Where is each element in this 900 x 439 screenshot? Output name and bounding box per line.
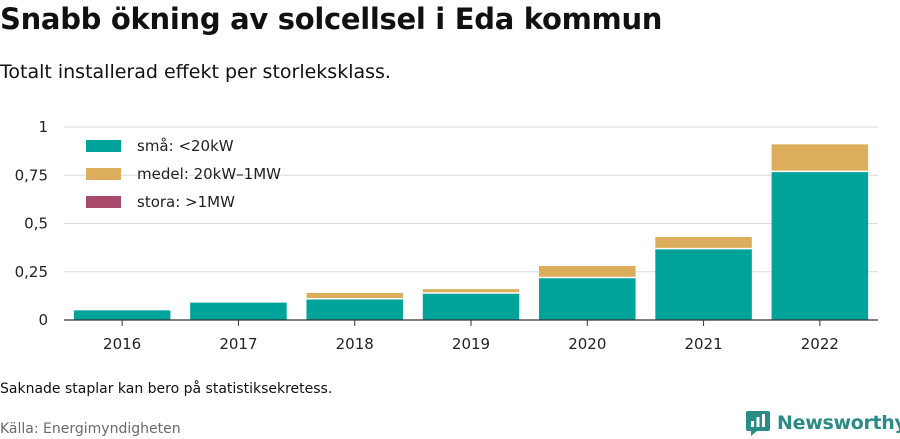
x-tick-label: 2019 [452,335,490,353]
legend-swatch [86,168,121,180]
bar-segment [655,248,752,320]
newsworthy-logo-icon [746,411,770,436]
bar-segment [771,144,869,172]
x-tick-label: 2018 [336,335,374,353]
bar-segment [190,302,287,320]
y-tick-label: 0,75 [15,166,48,184]
chart-title: Snabb ökning av solcellsel i Eda kommun [0,2,663,36]
footnote: Saknade staplar kan bero på statistiksek… [0,381,333,397]
bar-segment [306,298,403,320]
bar-segment [539,277,636,320]
bar-segment [539,265,636,278]
legend-label: medel: 20kW–1MW [137,165,281,183]
x-tick-label: 2016 [103,335,141,353]
y-tick-label: 0 [38,311,48,329]
brand-logo[interactable]: Newsworthy [745,409,900,437]
bar-segment [771,171,869,320]
legend-swatch [86,140,121,152]
y-axis-ticks: 0 0,25 0,5 0,75 1 [15,118,48,329]
chart-subtitle: Totalt installerad effekt per storlekskl… [0,61,391,83]
bar-segment [422,289,520,293]
y-tick-label: 0,5 [24,215,48,233]
legend: små: <20kW medel: 20kW–1MW stora: >1MW [86,137,281,211]
x-tick-label: 2022 [801,335,839,353]
legend-swatch [86,196,121,208]
x-tick-label: 2021 [684,335,722,353]
legend-label: stora: >1MW [137,193,235,211]
stacked-bar-chart: 00,250,50,751 2016 2017 2018 2019 2020 2021 20… [15,118,878,353]
source-text: Källa: Energimyndigheten [0,421,181,437]
brand-name: Newsworthy [777,412,900,434]
bar-segment [422,292,520,320]
x-tick-label: 2020 [568,335,606,353]
legend-label: små: <20kW [137,137,234,155]
y-tick-label: 1 [38,118,48,136]
bar-segment [655,237,752,249]
bar-segment [306,292,403,299]
y-tick-label: 0,25 [15,263,48,281]
bars [73,144,869,320]
x-axis: 2016 2017 2018 2019 2020 2021 2022 [64,319,878,353]
x-tick-label: 2017 [219,335,257,353]
bar-segment [73,310,171,320]
